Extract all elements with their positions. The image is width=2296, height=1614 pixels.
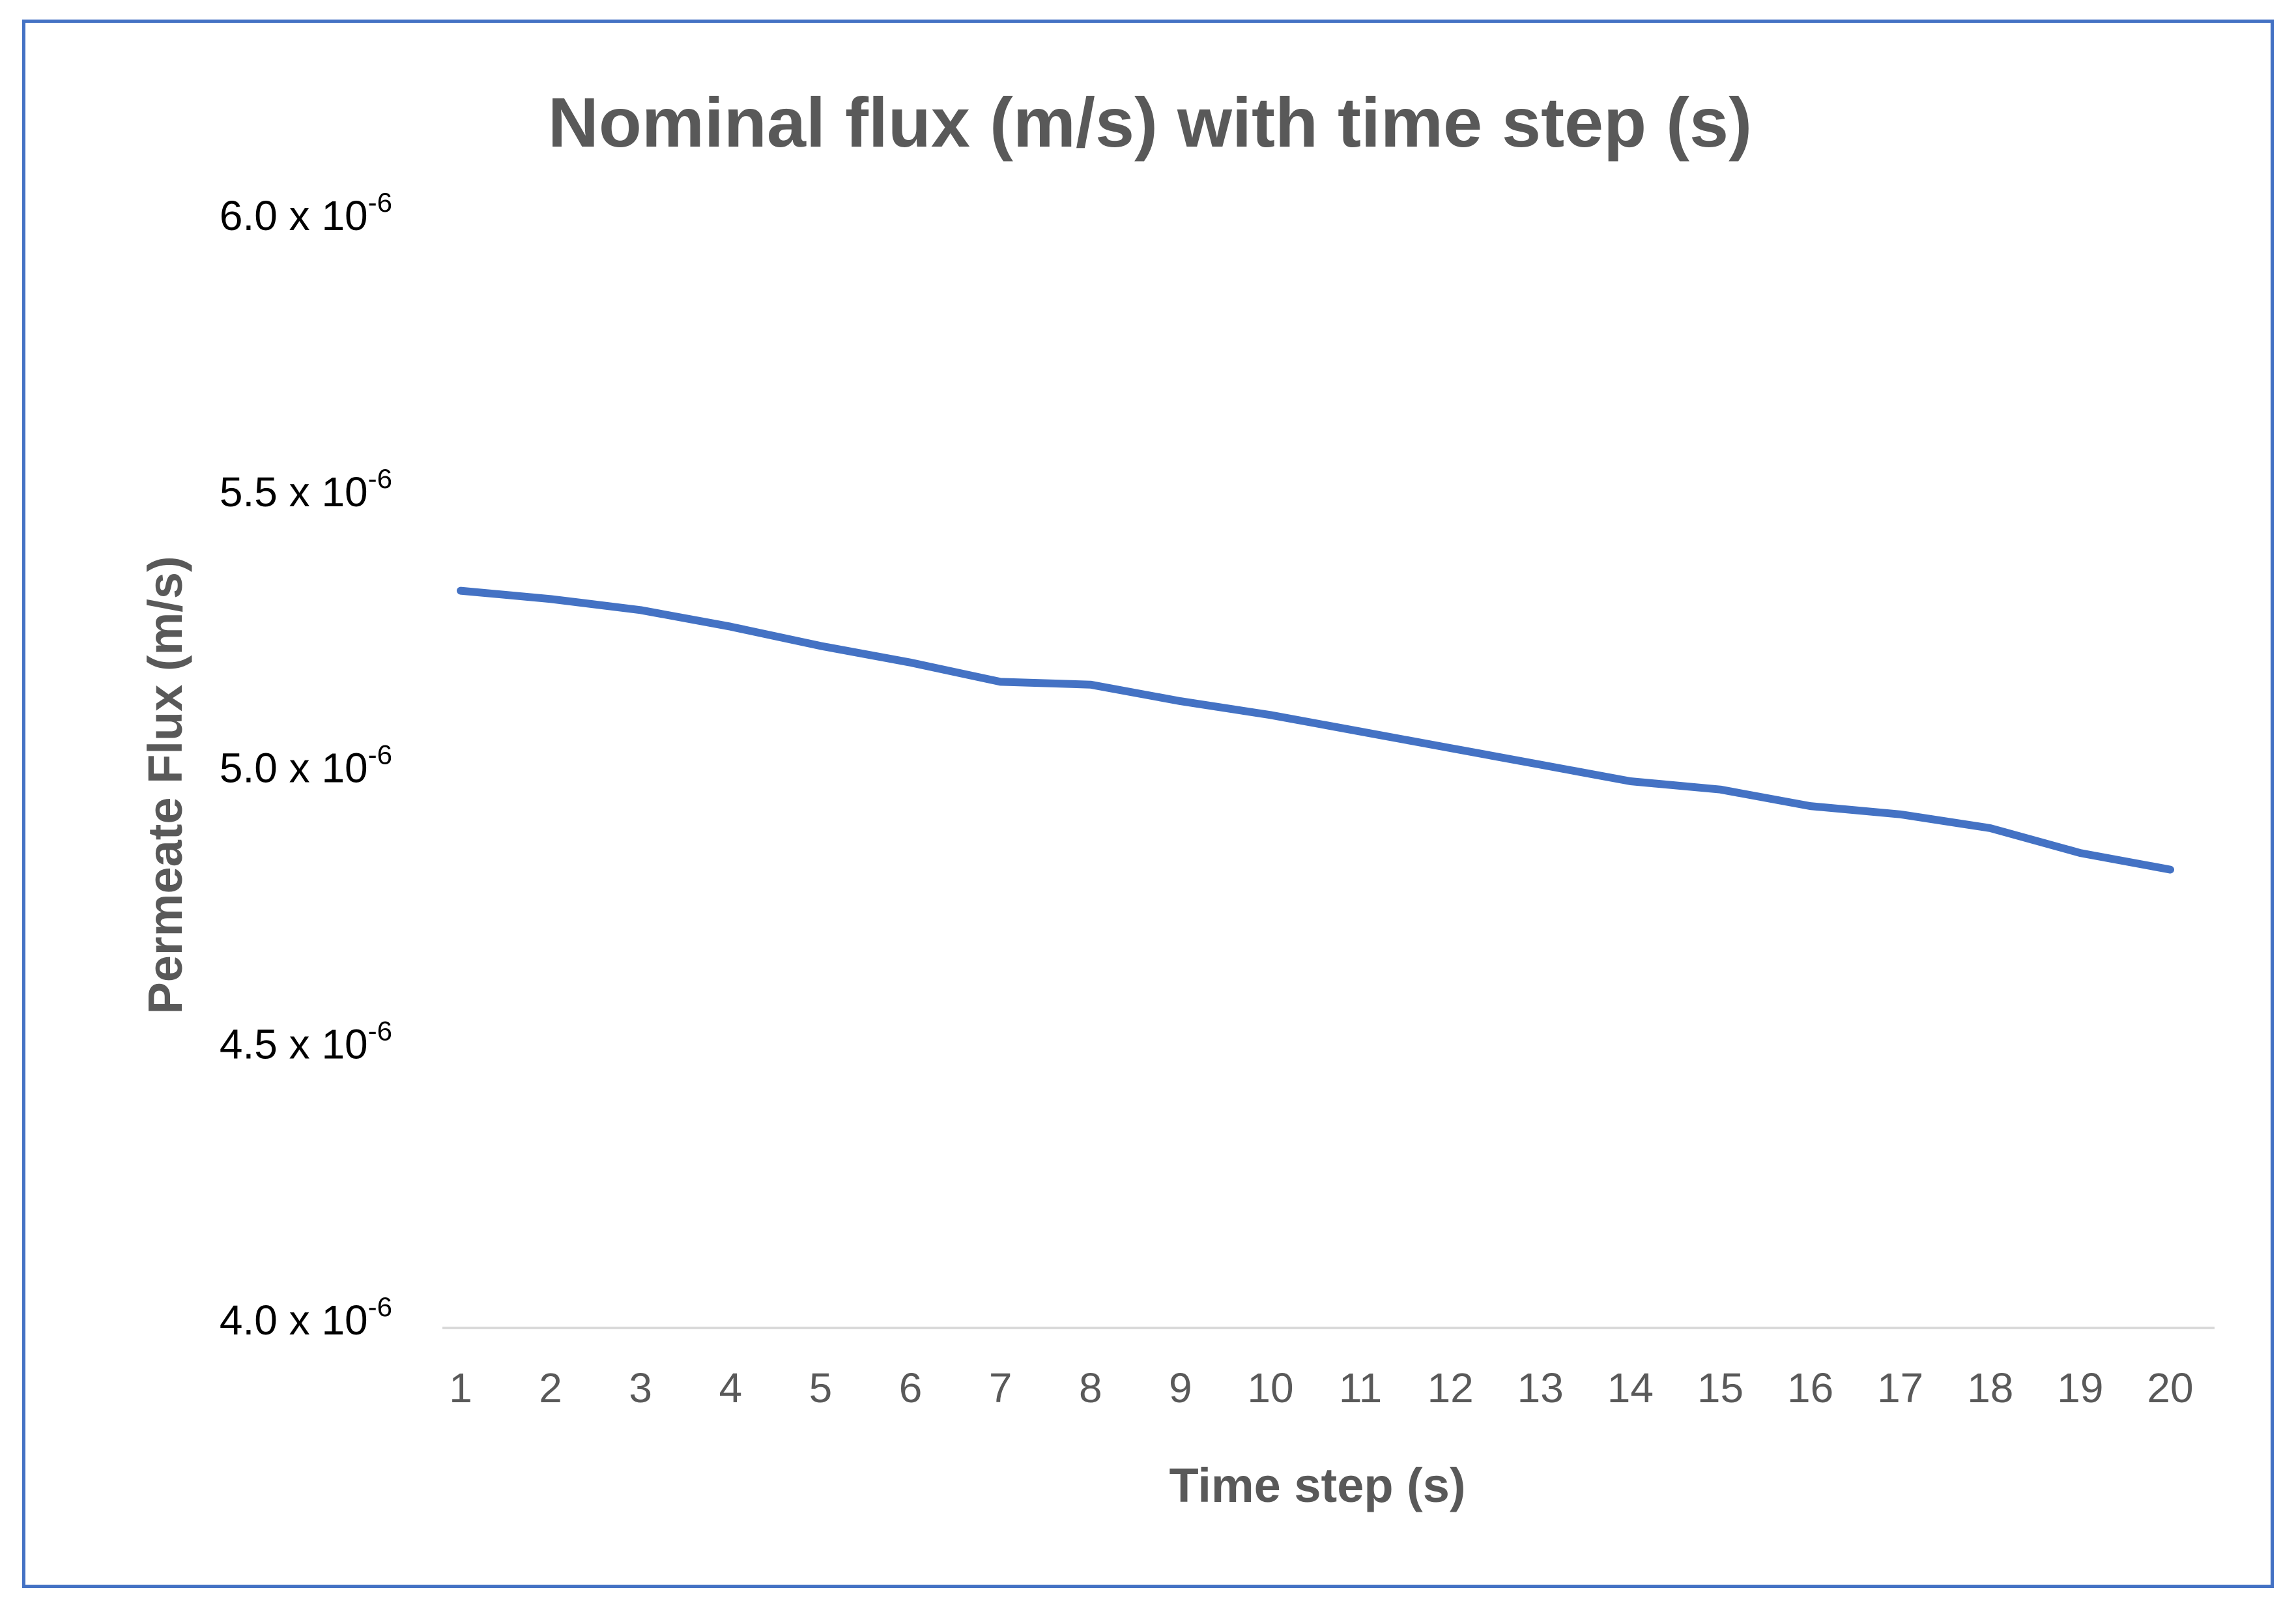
series-group	[457, 586, 2174, 874]
chart-frame: Nominal flux (m/s) with time step (s) Pe…	[22, 20, 2274, 1588]
y-tick-labels: 6.0 x 10-65.5 x 10-65.0 x 10-64.5 x 10-6…	[220, 187, 392, 1344]
y-tick-base: 5.0 x 10	[220, 745, 368, 792]
y-tick-label: 6.0 x 10-6	[220, 187, 392, 239]
x-tick-label: 12	[1428, 1364, 1474, 1411]
y-tick-exponent: -6	[368, 740, 392, 770]
x-tick-label: 8	[1079, 1364, 1102, 1411]
x-tick-label: 16	[1787, 1364, 1833, 1411]
y-axis-title-group: Permeate Flux (m/s)	[138, 556, 192, 1014]
y-tick-exponent: -6	[368, 463, 392, 494]
y-tick-label: 5.0 x 10-6	[220, 740, 392, 792]
x-tick-labels: 1 2 3 4 5 6 7 8 9 10 11 12 13 14 15 16 17 18 19 20	[449, 1364, 2193, 1411]
x-tick-label: 3	[629, 1364, 652, 1411]
y-tick-base: 4.0 x 10	[220, 1297, 368, 1344]
y-tick-label: 5.5 x 10-6	[220, 463, 392, 515]
x-tick-label: 9	[1169, 1364, 1192, 1411]
x-tick-label: 19	[2057, 1364, 2103, 1411]
y-tick-label: 4.0 x 10-6	[220, 1291, 392, 1344]
x-tick-label: 6	[899, 1364, 923, 1411]
x-tick-label: 11	[1339, 1364, 1382, 1411]
x-tick-label: 14	[1607, 1364, 1654, 1411]
x-tick-label: 10	[1247, 1364, 1293, 1411]
x-tick-label: 4	[719, 1364, 743, 1411]
x-tick-label: 15	[1697, 1364, 1744, 1411]
y-tick-base: 5.5 x 10	[220, 468, 368, 515]
y-tick-base: 6.0 x 10	[220, 192, 368, 239]
x-axis-title: Time step (s)	[1169, 1458, 1465, 1512]
series-line	[457, 586, 2174, 874]
y-tick-base: 4.5 x 10	[220, 1020, 368, 1067]
x-tick-label: 2	[539, 1364, 562, 1411]
chart-title: Nominal flux (m/s) with time step (s)	[548, 83, 1752, 162]
x-tick-label: 20	[2147, 1364, 2193, 1411]
x-tick-label: 5	[809, 1364, 833, 1411]
y-axis-title: Permeate Flux (m/s)	[138, 556, 192, 1014]
y-tick-exponent: -6	[368, 1291, 392, 1322]
y-tick-exponent: -6	[368, 187, 392, 218]
x-tick-label: 18	[1967, 1364, 2013, 1411]
x-tick-label: 17	[1877, 1364, 1923, 1411]
y-tick-label: 4.5 x 10-6	[220, 1015, 392, 1067]
line-chart: Nominal flux (m/s) with time step (s) Pe…	[138, 83, 2215, 1512]
x-tick-label: 7	[989, 1364, 1012, 1411]
x-tick-label: 13	[1517, 1364, 1564, 1411]
y-tick-exponent: -6	[368, 1015, 392, 1046]
x-tick-label: 1	[449, 1364, 472, 1411]
